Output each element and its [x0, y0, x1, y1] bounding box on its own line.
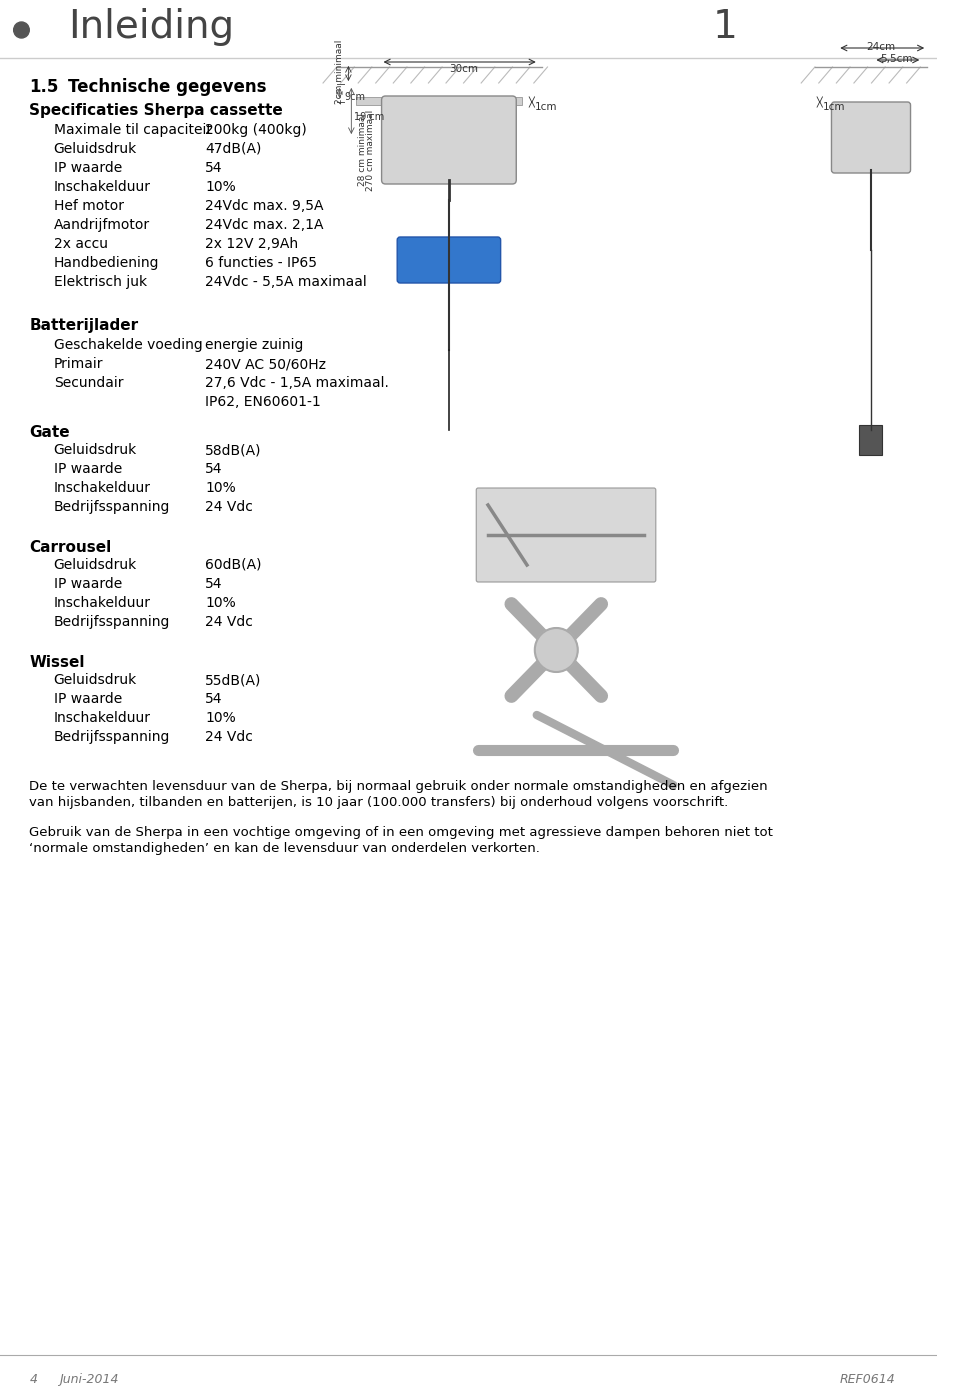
Text: 10%: 10% [204, 597, 236, 610]
Text: Geluidsdruk: Geluidsdruk [54, 142, 137, 156]
Text: Geluidsdruk: Geluidsdruk [54, 673, 137, 687]
Text: 10%: 10% [204, 711, 236, 725]
Text: Elektrisch juk: Elektrisch juk [54, 275, 147, 289]
Text: 24 Vdc: 24 Vdc [204, 500, 252, 514]
Text: IP waarde: IP waarde [54, 161, 122, 175]
Text: 24 Vdc: 24 Vdc [204, 615, 252, 629]
Text: 24Vdc max. 2,1A: 24Vdc max. 2,1A [204, 218, 324, 232]
Text: 6 functies - IP65: 6 functies - IP65 [204, 256, 317, 270]
Text: 54: 54 [204, 577, 223, 591]
Text: Inschakelduur: Inschakelduur [54, 481, 151, 495]
Text: Maximale til capaciteit: Maximale til capaciteit [54, 123, 211, 137]
Text: 240V AC 50/60Hz: 240V AC 50/60Hz [204, 358, 326, 372]
Text: 54: 54 [204, 161, 223, 175]
Text: 1: 1 [712, 8, 737, 46]
Text: 24 Vdc: 24 Vdc [204, 731, 252, 745]
Text: Primair: Primair [54, 358, 103, 372]
Text: 58dB(A): 58dB(A) [204, 443, 261, 457]
Text: energie zuinig: energie zuinig [204, 338, 303, 352]
Text: 24Vdc - 5,5A maximaal: 24Vdc - 5,5A maximaal [204, 275, 367, 289]
Text: Inleiding: Inleiding [68, 8, 234, 46]
Text: Geschakelde voeding: Geschakelde voeding [54, 338, 203, 352]
Text: 4: 4 [29, 1373, 37, 1386]
Text: Geluidsdruk: Geluidsdruk [54, 557, 137, 571]
Text: Hef motor: Hef motor [54, 198, 124, 212]
Text: 2x accu: 2x accu [54, 237, 108, 251]
Text: 60dB(A): 60dB(A) [204, 557, 261, 571]
Text: 270 cm maximaal: 270 cm maximaal [367, 109, 375, 190]
Text: Gate: Gate [29, 425, 70, 440]
Text: 9cm: 9cm [345, 92, 366, 102]
Text: Inschakelduur: Inschakelduur [54, 711, 151, 725]
Text: IP waarde: IP waarde [54, 577, 122, 591]
Text: Inschakelduur: Inschakelduur [54, 597, 151, 610]
Text: 24Vdc max. 9,5A: 24Vdc max. 9,5A [204, 198, 324, 212]
Text: 10%: 10% [204, 180, 236, 194]
Text: 30cm: 30cm [449, 64, 478, 74]
Text: van hijsbanden, tilbanden en batterijen, is 10 jaar (100.000 transfers) bij onde: van hijsbanden, tilbanden en batterijen,… [29, 796, 729, 809]
Text: Bedrijfsspanning: Bedrijfsspanning [54, 731, 170, 745]
Text: 24cm: 24cm [867, 42, 896, 52]
Text: IP waarde: IP waarde [54, 692, 122, 705]
Text: 1cm: 1cm [535, 102, 558, 112]
Text: Wissel: Wissel [29, 655, 84, 671]
Text: Specificaties Sherpa cassette: Specificaties Sherpa cassette [29, 103, 283, 117]
Text: 10%: 10% [204, 481, 236, 495]
Text: Inschakelduur: Inschakelduur [54, 180, 151, 194]
Text: IP62, EN60601-1: IP62, EN60601-1 [204, 395, 321, 409]
Text: 19 cm: 19 cm [354, 112, 385, 122]
Text: Bedrijfsspanning: Bedrijfsspanning [54, 615, 170, 629]
Text: ‘normale omstandigheden’ en kan de levensduur van onderdelen verkorten.: ‘normale omstandigheden’ en kan de leven… [29, 842, 540, 855]
FancyBboxPatch shape [831, 102, 910, 173]
Circle shape [535, 629, 578, 672]
Text: 2cm minimaal: 2cm minimaal [335, 39, 344, 105]
Text: 47dB(A): 47dB(A) [204, 142, 261, 156]
Text: Gebruik van de Sherpa in een vochtige omgeving of in een omgeving met agressieve: Gebruik van de Sherpa in een vochtige om… [29, 826, 773, 840]
Text: 2x 12V 2,9Ah: 2x 12V 2,9Ah [204, 237, 298, 251]
Bar [356, 96, 522, 105]
Text: 27,6 Vdc - 1,5A maximaal.: 27,6 Vdc - 1,5A maximaal. [204, 376, 389, 390]
Text: 200kg (400kg): 200kg (400kg) [204, 123, 306, 137]
Text: 54: 54 [204, 462, 223, 476]
Text: De te verwachten levensduur van de Sherpa, bij normaal gebruik onder normale oms: De te verwachten levensduur van de Sherp… [29, 780, 768, 793]
Text: Aandrijfmotor: Aandrijfmotor [54, 218, 150, 232]
Text: 28 cm minimaal: 28 cm minimaal [357, 113, 367, 187]
FancyBboxPatch shape [397, 237, 501, 284]
Text: 1.5: 1.5 [29, 78, 59, 96]
Text: REF0614: REF0614 [839, 1373, 895, 1386]
Text: Secundair: Secundair [54, 376, 123, 390]
Text: 54: 54 [204, 692, 223, 705]
Text: 55dB(A): 55dB(A) [204, 673, 261, 687]
Text: Geluidsdruk: Geluidsdruk [54, 443, 137, 457]
Text: Batterijlader: Batterijlader [29, 319, 138, 332]
Text: Handbediening: Handbediening [54, 256, 159, 270]
Bar [859, 425, 882, 455]
Text: IP waarde: IP waarde [54, 462, 122, 476]
Text: 5,5cm: 5,5cm [880, 54, 913, 64]
FancyBboxPatch shape [381, 96, 516, 184]
FancyBboxPatch shape [476, 488, 656, 583]
Text: Carrousel: Carrousel [29, 541, 111, 555]
Text: Bedrijfsspanning: Bedrijfsspanning [54, 500, 170, 514]
Text: Juni-2014: Juni-2014 [59, 1373, 118, 1386]
Circle shape [13, 22, 29, 38]
Text: 1cm: 1cm [823, 102, 845, 112]
Text: Technische gegevens: Technische gegevens [68, 78, 267, 96]
